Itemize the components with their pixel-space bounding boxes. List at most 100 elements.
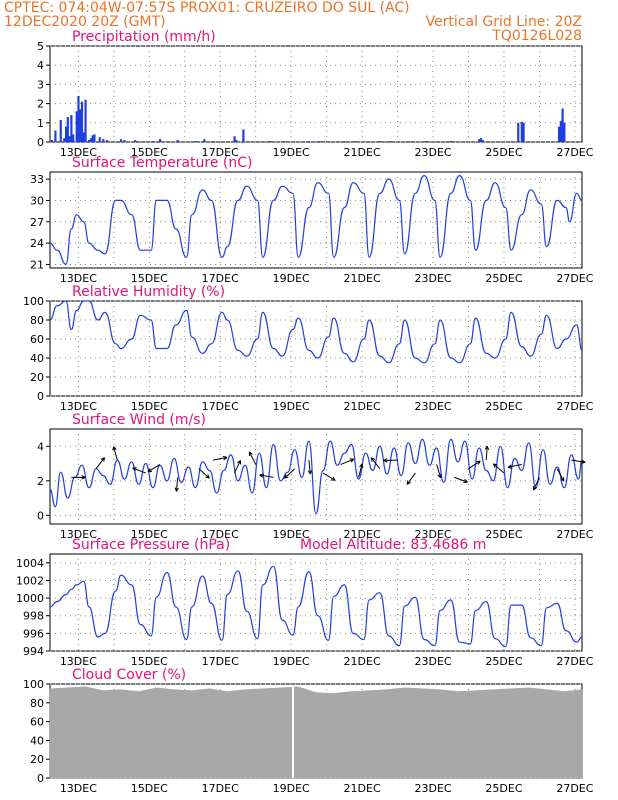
precip-bar	[478, 139, 481, 142]
precip-bar	[481, 140, 484, 142]
precip-xtick-label: 15DEC	[131, 146, 168, 159]
temp-xtick-label: 17DEC	[202, 272, 239, 285]
temp-xtick-label: 15DEC	[131, 272, 168, 285]
pres-xtick-label: 27DEC	[556, 655, 593, 668]
rh-xtick-label: 13DEC	[60, 400, 97, 413]
precip-bar	[98, 137, 101, 142]
precip-frame	[49, 45, 583, 143]
precip-bar	[82, 132, 85, 142]
precip-bar	[123, 140, 126, 142]
cloud-xtick-label: 25DEC	[485, 782, 522, 795]
pres-xtick-label: 15DEC	[131, 655, 168, 668]
wind-arrow-head	[259, 473, 264, 478]
wind-arrow-head	[331, 476, 336, 481]
rh-ytick-label: 40	[30, 352, 44, 365]
precip-bar	[93, 134, 96, 142]
precip-bar	[242, 129, 245, 142]
temp-xtick-label: 13DEC	[60, 272, 97, 285]
cloud-xtick-label: 19DEC	[273, 782, 310, 795]
wind-arrow-head	[359, 463, 364, 468]
wind-arrow-head	[370, 457, 376, 462]
wind-arrow	[571, 459, 586, 463]
wind-xtick-label: 21DEC	[344, 528, 381, 541]
wind-arrow-head	[100, 457, 106, 462]
cloud-xtick-label: 21DEC	[344, 782, 381, 795]
cloud-xtick-label: 27DEC	[556, 782, 593, 795]
wind-xtick-label: 23DEC	[414, 528, 451, 541]
precip-title: Precipitation (mm/h)	[72, 29, 216, 45]
pres-frame	[49, 553, 583, 652]
cloud-ytick-label: 60	[30, 716, 44, 729]
precip-xtick-label: 21DEC	[344, 146, 381, 159]
rh-xtick-label: 27DEC	[556, 400, 593, 413]
cloud-ytick-label: 20	[30, 753, 44, 766]
rh-ytick-label: 0	[37, 390, 44, 403]
temp-panel: 21 24 27 30 33 13DEC 15DEC 17DEC 19DEC 21DEC 23DEC…	[30, 155, 594, 285]
header-line1: CPTEC: 074:04W-07:57S PROX01: CRUZEIRO D…	[4, 0, 410, 16]
wind-arrow	[493, 463, 505, 474]
precip-bar	[66, 117, 69, 142]
rh-xtick-label: 23DEC	[414, 400, 451, 413]
pres-xtick-label: 21DEC	[344, 655, 381, 668]
rh-xtick-label: 21DEC	[344, 400, 381, 413]
temp-xtick-label: 25DEC	[485, 272, 522, 285]
cloud-xtick-label: 17DEC	[202, 782, 239, 795]
cloud-ytick-label: 0	[37, 772, 44, 785]
precip-bar	[75, 111, 78, 142]
wind-line	[49, 438, 583, 515]
wind-arrow-head	[492, 463, 498, 468]
cloud-ytick-label: 80	[30, 697, 44, 710]
temp-line	[49, 174, 583, 266]
wind-arrow-head	[532, 486, 537, 491]
precip-bar	[307, 141, 311, 142]
wind-arrow	[113, 446, 118, 461]
wind-arrow-head	[147, 468, 153, 473]
precip-bar	[84, 99, 87, 142]
wind-panel: 0 2 4 13DEC 15DEC 17DEC 19DEC 21DEC 23DEC 25DEC 27…	[37, 412, 594, 541]
wind-xtick-label: 19DEC	[273, 528, 310, 541]
precip-bar	[378, 141, 382, 142]
temp-xtick-label: 19DEC	[273, 272, 310, 285]
precip-bar	[50, 140, 53, 142]
rh-line	[49, 300, 583, 364]
precip-bar	[151, 141, 155, 142]
precip-bar	[343, 141, 346, 142]
precip-bar	[194, 141, 197, 142]
wind-arrow	[533, 477, 540, 491]
wind-arrow-head	[560, 477, 565, 482]
precip-bar	[283, 141, 286, 142]
wind-arrow	[485, 446, 488, 461]
wind-arrow	[95, 457, 105, 470]
temp-xtick-label: 21DEC	[344, 272, 381, 285]
wind-arrow	[248, 451, 257, 465]
wind-arrow-head	[112, 446, 117, 451]
precip-bar	[410, 141, 413, 142]
wind-arrow	[284, 468, 296, 479]
rh-ytick-label: 60	[30, 333, 44, 346]
precip-bar	[59, 119, 62, 142]
wind-arrow-head	[205, 474, 210, 479]
precip-bar	[449, 141, 452, 142]
rh-panel: 0 20 40 60 80 100 13DEC 15DEC 17DEC 19DEC 21DEC 23D…	[23, 284, 594, 413]
wind-arrow-head	[222, 455, 228, 461]
precip-bar	[522, 122, 525, 142]
wind-arrow	[370, 457, 381, 470]
pres-title: Surface Pressure (hPa)	[72, 537, 230, 553]
rh-title: Relative Humidity (%)	[72, 284, 225, 300]
temp-xtick-label: 27DEC	[556, 272, 593, 285]
wind-arrow-head	[484, 445, 490, 451]
precip-bar	[70, 115, 73, 142]
temp-ytick-label: 21	[30, 258, 44, 271]
precip-bar	[77, 95, 80, 142]
precip-bar	[389, 141, 392, 142]
cloud-area	[49, 686, 583, 779]
wind-arrow-head	[132, 467, 137, 472]
wind-arrow	[406, 472, 416, 485]
precip-bar	[203, 139, 206, 142]
wind-ytick-label: 4	[37, 440, 44, 453]
wind-arrow-head	[507, 464, 513, 469]
wind-frame	[49, 428, 583, 525]
pres-line	[49, 565, 583, 648]
precip-ytick-label: 2	[37, 98, 44, 111]
precip-xtick-label: 27DEC	[556, 146, 593, 159]
